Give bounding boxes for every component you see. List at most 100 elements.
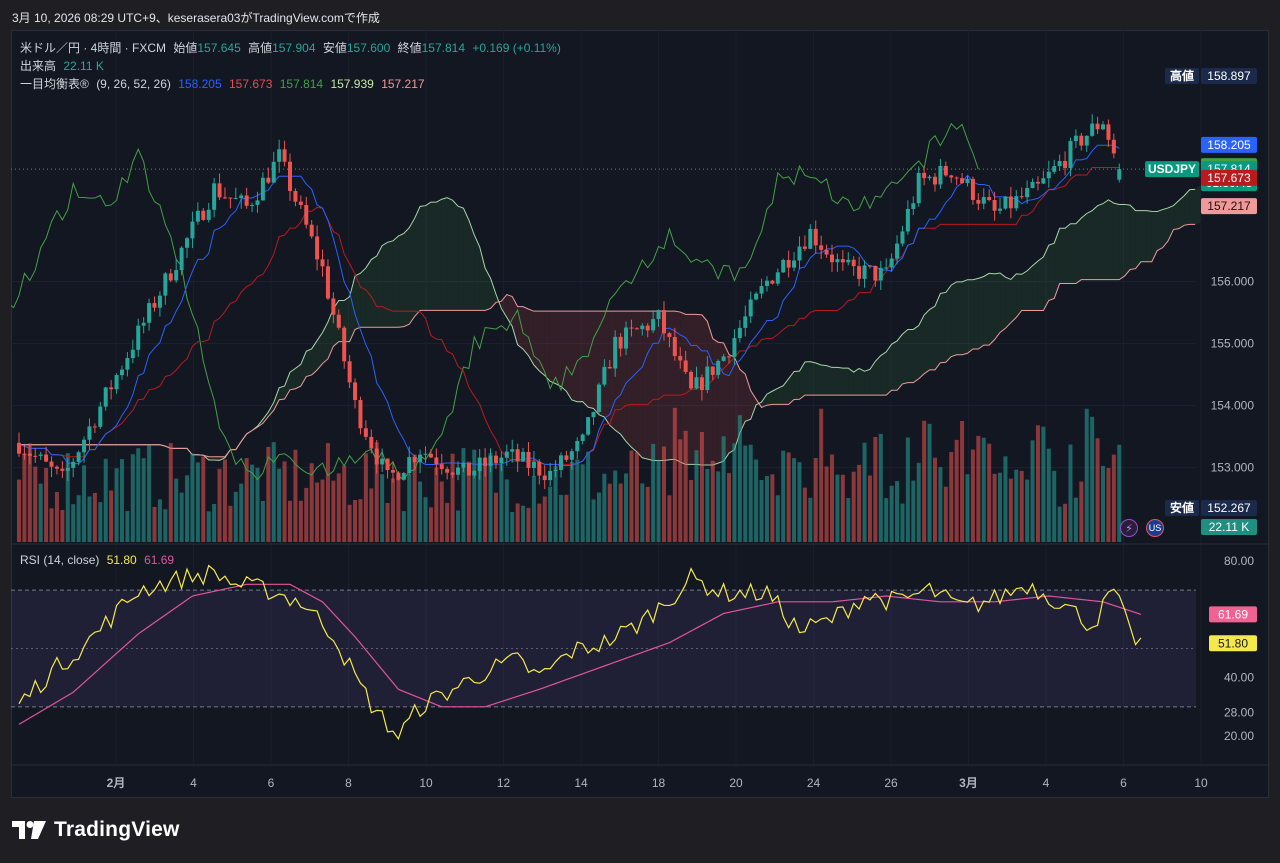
candle-body (813, 228, 818, 246)
price-badge-box (1201, 169, 1257, 186)
candle-body (228, 197, 233, 199)
volume-bar (125, 510, 130, 542)
candle-body (217, 183, 222, 198)
cloud-segment (474, 234, 480, 311)
candle-body (483, 457, 488, 466)
candle (683, 350, 688, 375)
volume-bar (277, 468, 282, 542)
legend-ichimoku-spanB: 157.217 (381, 77, 425, 91)
legend-volume-label: 出来高 (20, 59, 57, 73)
candle-body (488, 455, 493, 466)
candle-body (927, 176, 932, 179)
legend-symbol: 米ドル／円 · 4時間 · FXCM (20, 41, 166, 55)
volume-bar (537, 503, 542, 542)
volume-bar (878, 433, 883, 542)
volume-bar (526, 507, 531, 542)
volume-bar (412, 454, 417, 542)
chart-canvas[interactable]: 153.000154.000155.000156.000158.897高値158… (11, 30, 1269, 798)
legend-ichimoku-tenkan: 158.205 (178, 77, 222, 91)
tradingview-logo[interactable]: TradingView (12, 818, 180, 842)
candle (304, 196, 309, 229)
candle (873, 265, 878, 287)
volume-bar (1035, 425, 1040, 542)
candle-body (499, 457, 504, 464)
cloud-segment (642, 311, 648, 460)
volume-bar (683, 430, 688, 542)
candle (862, 260, 867, 288)
volume-bar (304, 487, 309, 542)
rsi-badge: 51.80 (1209, 635, 1257, 652)
candle-body (721, 356, 726, 361)
candle (651, 310, 656, 334)
candle-body (87, 426, 92, 440)
volume-bar (851, 471, 856, 542)
volume-bar (775, 495, 780, 542)
cloud-segment (940, 292, 946, 363)
volume-bar (1046, 448, 1051, 542)
candle (103, 386, 108, 411)
candle-body (293, 190, 298, 202)
candle (976, 193, 981, 211)
price-badge-text: 152.267 (1207, 501, 1251, 515)
volume-bar (315, 482, 320, 542)
candle-body (466, 463, 471, 476)
cloud-segment (712, 338, 719, 465)
legend-symbol-row: 米ドル／円 · 4時間 · FXCM 始値157.645 高値157.904 安… (20, 39, 565, 56)
candle (450, 471, 455, 478)
volume-bar (325, 443, 330, 542)
cloud-segment (647, 311, 654, 461)
candle-body (1035, 181, 1040, 184)
candle-body (477, 457, 482, 472)
candle-body (900, 231, 905, 244)
candle (689, 370, 694, 390)
volume-bar (434, 467, 439, 542)
candle-body (130, 349, 135, 359)
tradingview-logo-text: TradingView (54, 818, 180, 841)
candle-body (867, 265, 872, 267)
cloud-segment (463, 208, 469, 311)
candle (439, 453, 444, 475)
candle-body (510, 449, 515, 452)
cloud-segment (403, 227, 410, 327)
lightning-icon[interactable]: ⚡ (1120, 519, 1138, 537)
candle-body (347, 361, 352, 383)
candle (390, 461, 395, 483)
candle-body (542, 475, 547, 481)
candle (266, 167, 271, 185)
cloud-segment (582, 311, 589, 408)
volume-bar (531, 475, 536, 542)
candle-body (824, 249, 829, 255)
volume-bar (456, 510, 461, 542)
candle-body (873, 265, 878, 281)
candle-body (792, 260, 797, 268)
us-flag-icon[interactable]: US (1146, 519, 1164, 537)
cloud-segment (1054, 228, 1060, 299)
volume-bar (884, 498, 889, 542)
candle (239, 193, 244, 209)
volume-bar (233, 491, 238, 542)
candle-body (185, 238, 190, 248)
candle (136, 318, 141, 357)
volume-bar (488, 453, 493, 542)
candle-body (743, 316, 748, 328)
volume-bar (152, 506, 157, 542)
volume-bar (873, 436, 878, 542)
candle (840, 250, 845, 271)
candle-body (407, 457, 412, 474)
rsi-axis-label: 80.00 (1224, 554, 1254, 568)
cloud-segment (1151, 211, 1158, 262)
price-badge-text: 158.897 (1207, 69, 1251, 83)
candle-body (22, 453, 27, 455)
cloud-segment (588, 311, 594, 409)
candle (808, 224, 813, 250)
candle (943, 161, 948, 177)
volume-bar (347, 504, 352, 542)
candle (418, 449, 423, 474)
candle-body (1014, 196, 1019, 209)
volume-bar (1052, 470, 1057, 542)
candle (721, 353, 726, 362)
time-axis-label: 6 (268, 776, 275, 790)
candle (152, 296, 157, 312)
candle-body (727, 356, 732, 358)
candle (1008, 186, 1013, 219)
